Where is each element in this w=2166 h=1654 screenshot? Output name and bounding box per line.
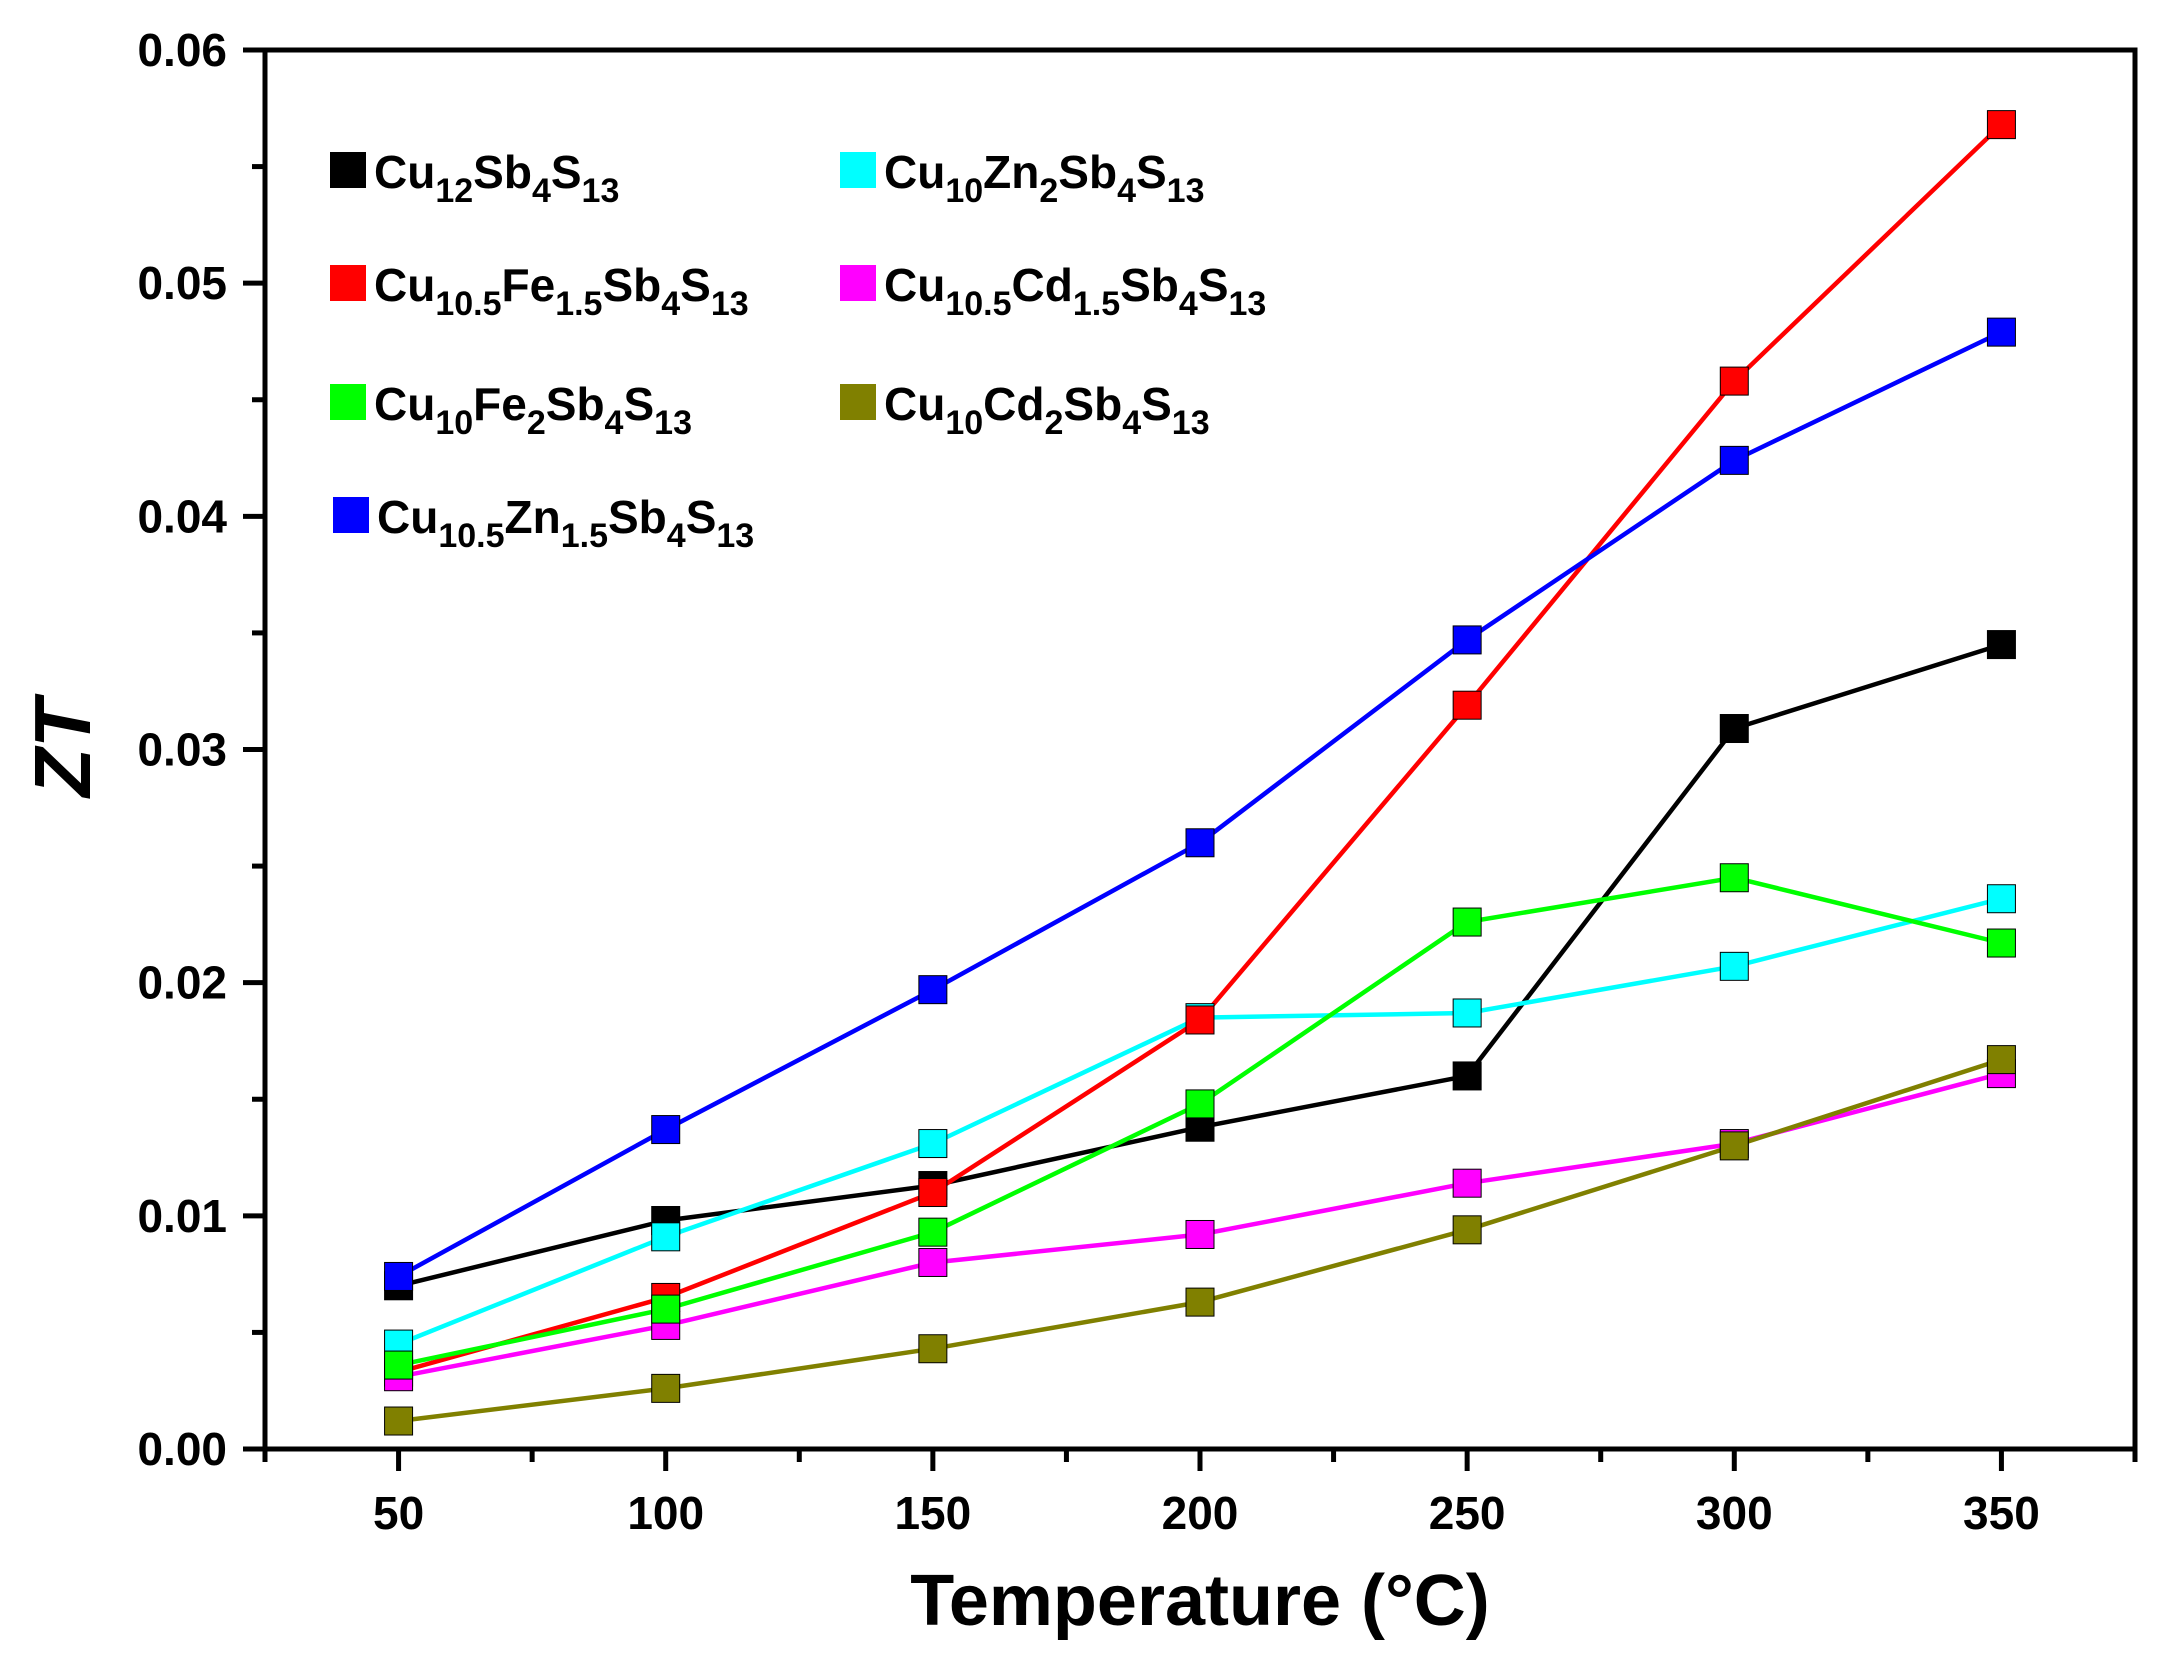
data-point — [1452, 1061, 1482, 1091]
y-tick-label: 0.05 — [137, 257, 227, 309]
legend-marker — [330, 265, 366, 301]
legend-marker — [330, 384, 366, 420]
legend-label: Cu10Cd2Sb4S13 — [884, 378, 1210, 442]
data-point — [1986, 317, 2016, 347]
data-point — [918, 975, 948, 1005]
y-tick-label: 0.01 — [137, 1190, 227, 1242]
legend: Cu12Sb4S13 Cu10Zn2Sb4S13 Cu10.5Fe1.5Sb4S13… — [330, 146, 1266, 555]
x-tick-label: 200 — [1162, 1487, 1239, 1539]
data-point — [1719, 366, 1749, 396]
data-point — [1719, 714, 1749, 744]
series-markers — [384, 110, 2016, 1436]
y-tick-label: 0.02 — [137, 957, 227, 1009]
data-point — [1986, 884, 2016, 914]
data-point — [1986, 110, 2016, 140]
data-point — [384, 1261, 414, 1291]
data-point — [384, 1406, 414, 1436]
legend-label: Cu10.5Zn1.5Sb4S13 — [377, 491, 754, 555]
data-point — [651, 1373, 681, 1403]
data-point — [1986, 630, 2016, 660]
x-axis-title: Temperature (°C) — [910, 1561, 1490, 1641]
x-tick-label: 300 — [1696, 1487, 1773, 1539]
legend-label: Cu10Fe2Sb4S13 — [374, 378, 692, 442]
data-point — [651, 1294, 681, 1324]
x-axis-ticks: 50 100 150 200 250 300 350 — [262, 1449, 2138, 1539]
data-point — [1185, 1219, 1215, 1249]
data-point — [1452, 1215, 1482, 1245]
data-point — [1452, 690, 1482, 720]
legend-marker — [840, 384, 876, 420]
data-point — [1986, 928, 2016, 958]
data-point — [918, 1178, 948, 1208]
data-point — [384, 1350, 414, 1380]
data-point — [1719, 445, 1749, 475]
y-tick-label: 0.03 — [137, 724, 227, 776]
x-tick-label: 250 — [1429, 1487, 1506, 1539]
data-point — [1185, 828, 1215, 858]
data-point — [1719, 1131, 1749, 1161]
y-axis-title: ZT — [18, 693, 107, 799]
data-point — [651, 1222, 681, 1252]
plot-area — [262, 47, 2138, 1452]
legend-label: Cu10.5Fe1.5Sb4S13 — [374, 259, 749, 323]
legend-label: Cu12Sb4S13 — [374, 146, 619, 210]
data-point — [1452, 625, 1482, 655]
legend-marker — [840, 152, 876, 188]
data-point — [1185, 1089, 1215, 1119]
legend-marker — [333, 497, 369, 533]
data-point — [1452, 998, 1482, 1028]
legend-marker — [330, 152, 366, 188]
legend-marker — [840, 265, 876, 301]
data-point — [651, 1115, 681, 1145]
data-point — [918, 1129, 948, 1159]
data-point — [1452, 907, 1482, 937]
y-axis-ticks: 0.00 0.01 0.02 0.03 0.04 0.05 0.06 — [137, 24, 265, 1475]
data-point — [1986, 1045, 2016, 1075]
data-point — [918, 1217, 948, 1247]
x-tick-label: 50 — [373, 1487, 424, 1539]
data-point — [1452, 1168, 1482, 1198]
x-tick-label: 150 — [894, 1487, 971, 1539]
data-point — [1719, 863, 1749, 893]
data-point — [1719, 951, 1749, 981]
data-point — [1185, 1287, 1215, 1317]
y-tick-label: 0.00 — [137, 1423, 227, 1475]
x-tick-label: 100 — [627, 1487, 704, 1539]
data-point — [918, 1334, 948, 1364]
data-point — [1185, 1005, 1215, 1035]
y-tick-label: 0.04 — [137, 490, 227, 542]
legend-label: Cu10.5Cd1.5Sb4S13 — [884, 259, 1266, 323]
y-tick-label: 0.06 — [137, 24, 227, 76]
x-tick-label: 350 — [1963, 1487, 2040, 1539]
legend-label: Cu10Zn2Sb4S13 — [884, 146, 1205, 210]
data-point — [918, 1247, 948, 1277]
